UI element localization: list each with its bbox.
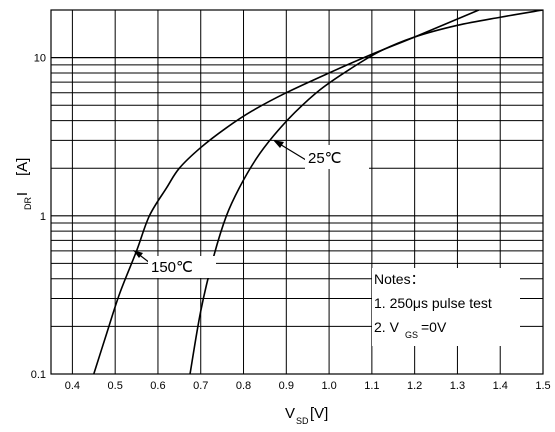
x-axis-label-sub: SD bbox=[296, 416, 309, 426]
x-tick-label-3: 0.7 bbox=[193, 380, 208, 392]
x-tick-label-9: 1.3 bbox=[450, 380, 465, 392]
notes-line2-prefix: 2. V bbox=[374, 319, 400, 335]
x-tick-label-0: 0.4 bbox=[65, 380, 80, 392]
x-tick-label-11: 1.5 bbox=[535, 380, 550, 392]
y-tick-label-2: 10 bbox=[34, 53, 46, 65]
y-axis-label-sub: DR bbox=[23, 197, 33, 210]
x-tick-label-2: 0.6 bbox=[150, 380, 165, 392]
x-tick-label-5: 0.9 bbox=[279, 380, 294, 392]
x-axis-label-main: V bbox=[285, 405, 295, 422]
x-axis-label-unit: [V] bbox=[310, 405, 328, 422]
x-tick-label-4: 0.8 bbox=[236, 380, 251, 392]
y-axis-label-main: I bbox=[14, 192, 31, 196]
notes-line1: 1. 250μs pulse test bbox=[374, 295, 492, 311]
x-tick-label-10: 1.4 bbox=[493, 380, 508, 392]
x-tick-label-7: 1.1 bbox=[364, 380, 379, 392]
annotation-25c: 25℃ bbox=[273, 140, 369, 169]
y-tick-labels: 0.1 1 10 bbox=[31, 53, 46, 381]
x-tick-label-8: 1.2 bbox=[407, 380, 422, 392]
y-tick-label-0: 0.1 bbox=[31, 369, 46, 381]
annotation-150c-label: 150℃ bbox=[151, 259, 193, 276]
annotation-25c-label: 25℃ bbox=[308, 150, 342, 167]
x-tick-label-6: 1.0 bbox=[321, 380, 336, 392]
y-tick-label-1: 1 bbox=[40, 211, 46, 223]
svg-text:I: I bbox=[14, 192, 31, 196]
notes-line2-sub: GS bbox=[405, 330, 418, 340]
annotation-150c: 150℃ bbox=[133, 250, 216, 278]
y-axis-label: I DR [A] bbox=[14, 158, 33, 210]
notes-box: Notes： 1. 250μs pulse test 2. V GS =0V bbox=[372, 268, 520, 346]
notes-title: Notes： bbox=[374, 271, 425, 287]
x-tick-label-1: 0.5 bbox=[108, 380, 123, 392]
notes-line2-suffix: =0V bbox=[421, 319, 447, 335]
x-tick-labels: 0.4 0.5 0.6 0.7 0.8 0.9 1.0 1.1 1.2 1.3 1.4 1.5 bbox=[65, 380, 551, 392]
y-axis-label-unit: [A] bbox=[14, 158, 31, 176]
x-axis-label: V SD [V] bbox=[285, 405, 328, 426]
